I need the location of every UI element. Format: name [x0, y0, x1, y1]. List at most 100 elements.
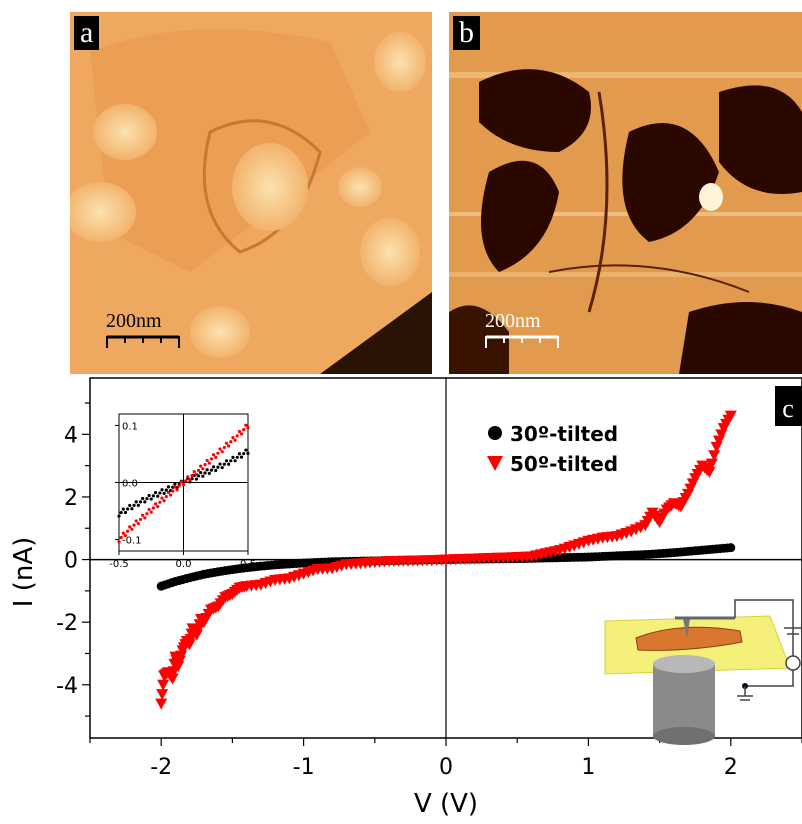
x-tick-label: 0 [439, 755, 453, 780]
topography-image-graphic [70, 12, 432, 374]
inset-point-50 [212, 453, 216, 457]
inset-point-30 [151, 494, 155, 498]
legend-label-50: 50º-tilted [510, 452, 618, 476]
inset-point-50 [199, 464, 203, 468]
inset-y-tick-label: 0.1 [122, 421, 138, 432]
inset-point-30 [205, 468, 209, 472]
y-tick-label: 0 [64, 549, 78, 574]
inset-point-30 [121, 507, 125, 511]
data-point-50 [157, 679, 170, 691]
inset-point-30 [227, 462, 231, 466]
inset-point-50 [218, 447, 222, 451]
inset-point-50 [196, 468, 201, 472]
panel-c-label: c [782, 394, 794, 423]
inset-point-30 [123, 510, 128, 515]
inset-point-30 [156, 494, 160, 498]
inset-point-30 [128, 503, 132, 508]
x-tick-label: -2 [150, 755, 172, 780]
data-point-50 [705, 458, 718, 470]
x-tick-label: 2 [724, 755, 738, 780]
y-tick-label: -4 [56, 674, 78, 699]
flake-sample [635, 626, 743, 651]
inset-point-30 [119, 511, 123, 515]
inset-x-tick-label: -0.5 [109, 559, 129, 570]
inset-point-30 [143, 500, 147, 504]
inset-point-50 [190, 474, 194, 478]
legend: 30º-tilted 50º-tilted [487, 422, 618, 476]
inset-point-30 [138, 500, 143, 504]
inset-point-50 [222, 445, 226, 450]
inset-point-50 [134, 519, 138, 523]
inset-ticks: -0.5 0.0 0.5 0.1 0.0 -0.1 [109, 421, 256, 570]
data-point-50 [708, 450, 721, 462]
y-tick-label: 4 [64, 423, 78, 448]
inset-point-30 [149, 497, 153, 501]
inset-point-50 [169, 493, 173, 497]
inset-point-30 [141, 496, 145, 501]
scale-bar-a [106, 335, 180, 348]
data-point-30 [726, 543, 736, 553]
inset-point-50 [192, 470, 196, 474]
inset-point-50 [227, 444, 231, 448]
inset-point-50 [194, 472, 198, 477]
inset-point-30 [145, 497, 149, 501]
inset-point-30 [166, 485, 171, 489]
inset-point-30 [214, 468, 218, 473]
inset-point-30 [203, 471, 207, 475]
inset-point-50 [164, 494, 168, 499]
y-axis-label: I (nA) [9, 537, 39, 607]
legend-marker-30 [488, 426, 502, 440]
inset-point-50 [186, 475, 190, 479]
inset-point-30 [164, 488, 168, 492]
sample-holder-top [653, 655, 715, 673]
inset-point-30 [158, 491, 162, 495]
inset-point-50 [203, 463, 207, 467]
inset-point-30 [233, 459, 237, 463]
inset-zero-axes [119, 414, 248, 551]
inset-point-50 [237, 429, 241, 434]
inset-point-30 [199, 471, 203, 475]
inset-y-tick-label: -0.1 [122, 536, 142, 547]
inset-point-50 [201, 467, 205, 471]
inset-point-30 [239, 455, 244, 459]
inset-point-30 [160, 488, 164, 492]
inset-point-30 [246, 451, 250, 455]
inset-point-50 [128, 525, 132, 529]
inset-point-50 [188, 478, 192, 482]
inset-point-30 [207, 471, 211, 475]
inset-chart: -0.5 0.0 0.5 0.1 0.0 -0.1 [109, 413, 256, 570]
inset-point-30 [153, 490, 158, 495]
inset-point-50 [153, 502, 158, 506]
sample-holder-bottom [653, 727, 715, 745]
tip-icon [683, 619, 690, 638]
inset-point-30 [220, 466, 224, 470]
inset-point-50 [205, 458, 209, 463]
inset-point-50 [130, 527, 134, 531]
inset-point-30 [242, 451, 246, 456]
inset-point-50 [136, 522, 140, 526]
data-point-50 [183, 639, 196, 651]
inset-point-30 [188, 480, 192, 484]
data-point-50 [724, 410, 737, 422]
inset-point-50 [156, 504, 160, 509]
inset-point-30 [229, 459, 233, 463]
inset-point-50 [162, 499, 166, 503]
inset-y-tick-label: 0.0 [122, 479, 138, 490]
inset-point-30 [231, 455, 235, 459]
inset-point-50 [177, 484, 181, 488]
inset-point-50 [121, 531, 125, 535]
inset-point-50 [123, 533, 128, 538]
inset-point-50 [147, 507, 151, 512]
y-tick-label: -2 [56, 611, 78, 636]
inset-point-50 [184, 479, 188, 483]
inset-point-30 [201, 474, 205, 478]
inset-point-30 [209, 468, 214, 472]
inset-point-50 [224, 441, 229, 445]
inset-point-50 [119, 535, 123, 540]
inset-point-50 [207, 461, 211, 465]
axis-ticks: -2 -1 0 1 2 -4 -2 0 2 4 [56, 402, 802, 780]
inset-point-50 [246, 426, 250, 430]
inset-x-tick-label: 0.5 [240, 559, 256, 570]
x-tick-label: 1 [581, 755, 595, 780]
inset-point-30 [237, 452, 241, 456]
